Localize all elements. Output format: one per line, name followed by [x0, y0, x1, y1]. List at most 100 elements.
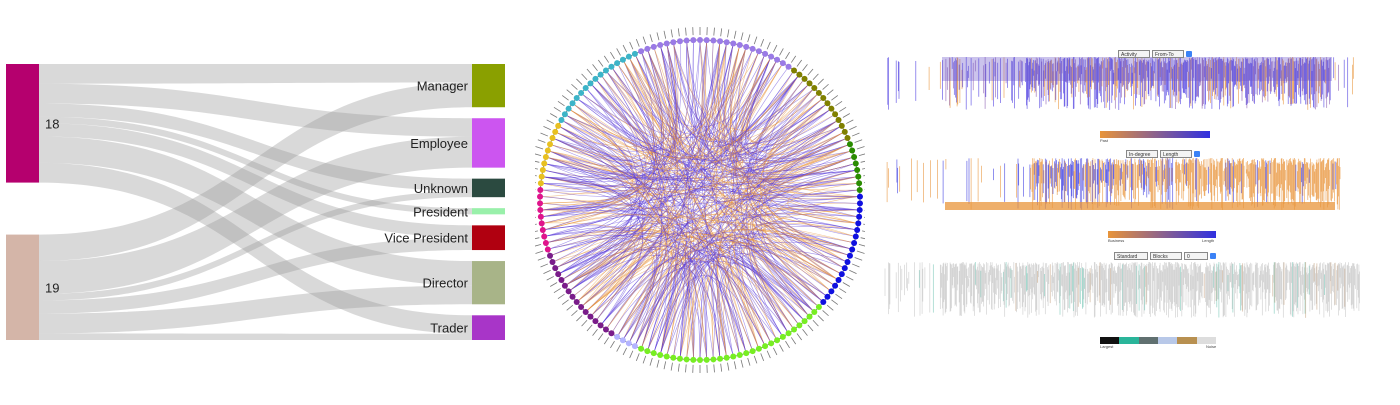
chord-node-tick: [571, 310, 577, 315]
chord-node: [844, 259, 850, 265]
grouping-select-3[interactable]: Blocks: [1150, 252, 1182, 260]
chord-node-tick: [748, 34, 750, 42]
chord-node: [684, 356, 690, 362]
sankey-target-node: [472, 261, 505, 304]
chord-node-tick: [843, 114, 850, 118]
chord-node-tick: [846, 120, 853, 124]
chord-node: [737, 42, 743, 48]
chord-node: [849, 148, 855, 154]
toggle-checkbox-3[interactable]: [1210, 253, 1216, 259]
chord-chart: [535, 0, 865, 400]
chord-node-tick: [593, 64, 598, 70]
chord-node-tick: [604, 56, 608, 63]
chord-node: [538, 180, 544, 186]
category-scale-3: [1100, 337, 1216, 344]
chord-node-tick: [547, 120, 554, 124]
chord-node-tick: [582, 74, 587, 80]
toggle-checkbox-2[interactable]: [1194, 151, 1200, 157]
chord-node: [614, 60, 620, 66]
chord-node: [657, 42, 663, 48]
chord-node-tick: [686, 364, 687, 372]
chord-node: [710, 38, 716, 44]
chord-node-tick: [808, 69, 813, 75]
chord-node-tick: [535, 182, 536, 183]
chord-node-tick: [754, 37, 757, 45]
direction-select-1[interactable]: From-To: [1152, 50, 1184, 58]
chord-node-tick: [630, 351, 633, 358]
sankey-link: [39, 333, 472, 340]
chord-node-tick: [861, 160, 865, 162]
chord-node-tick: [604, 337, 608, 344]
metric-select-2[interactable]: Length: [1160, 150, 1192, 158]
degree-baseline: [945, 202, 1335, 210]
chord-node: [768, 54, 774, 60]
chord-node-tick: [535, 147, 543, 149]
chord-node: [638, 346, 644, 352]
chord-node: [541, 160, 547, 166]
chord-node: [730, 354, 736, 360]
view-mode-select-1[interactable]: Activity: [1118, 50, 1150, 58]
category-swatch: [1177, 337, 1196, 344]
view-mode-select-3[interactable]: Standard: [1114, 252, 1148, 260]
chord-node-tick: [859, 153, 865, 155]
chord-node-tick: [543, 270, 550, 273]
chord-node: [855, 220, 861, 226]
chord-node: [811, 85, 817, 91]
chord-node-tick: [721, 28, 722, 36]
chord-node-tick: [823, 84, 829, 89]
chord-node: [836, 117, 842, 123]
category-swatch: [1139, 337, 1158, 344]
chord-node-tick: [863, 224, 865, 225]
sankey-source-label: 18: [45, 116, 59, 131]
chord-node-tick: [767, 351, 770, 358]
chord-node-tick: [813, 320, 818, 326]
sankey-target-label: Manager: [417, 79, 469, 94]
chord-node: [684, 38, 690, 44]
chord-node-tick: [610, 52, 614, 59]
chord-node: [570, 294, 576, 300]
chord-node-tick: [754, 356, 757, 364]
chord-node: [566, 288, 572, 294]
chord-node: [816, 304, 822, 310]
chord-node-tick: [714, 364, 715, 372]
chord-node: [598, 72, 604, 78]
chord-node-tick: [657, 32, 659, 40]
threshold-input-3[interactable]: 0: [1184, 252, 1208, 260]
chord-node-tick: [541, 133, 548, 136]
chord-node: [555, 123, 561, 129]
chord-node-tick: [535, 168, 538, 169]
chord-node: [541, 234, 547, 240]
chord-node: [856, 180, 862, 186]
view-mode-select-2[interactable]: In-degree: [1126, 150, 1158, 158]
sankey-target-node: [472, 315, 505, 340]
chord-node-tick: [664, 31, 666, 39]
chord-node: [626, 54, 632, 60]
chord-node: [555, 271, 561, 277]
chord-node: [849, 246, 855, 252]
chord-node-tick: [671, 29, 672, 37]
toggle-checkbox-1[interactable]: [1186, 51, 1192, 57]
chord-node-tick: [636, 39, 639, 46]
chord-node: [578, 90, 584, 96]
chord-node: [614, 334, 620, 340]
chord-node-tick: [863, 175, 865, 176]
chord-node: [539, 220, 545, 226]
chord-node-tick: [802, 64, 807, 70]
sankey-target-label: Employee: [410, 136, 468, 151]
sankey-svg: 1819ManagerEmployeeUnknownPresidentVice …: [0, 0, 520, 400]
chord-node-tick: [582, 320, 587, 326]
chord-node-tick: [864, 217, 865, 218]
chord-node-tick: [827, 305, 833, 310]
color-scale-2-label-right: Length: [1202, 238, 1214, 243]
chord-node-tick: [547, 276, 554, 280]
chord-node: [583, 309, 589, 315]
chord-node: [724, 355, 730, 361]
chord-node: [537, 194, 543, 200]
chord-node-tick: [538, 140, 545, 143]
chord-edges: [543, 43, 857, 357]
chord-node: [664, 40, 670, 46]
chord-node: [644, 46, 650, 52]
chord-node-tick: [593, 329, 598, 335]
chord-node-tick: [550, 283, 557, 287]
